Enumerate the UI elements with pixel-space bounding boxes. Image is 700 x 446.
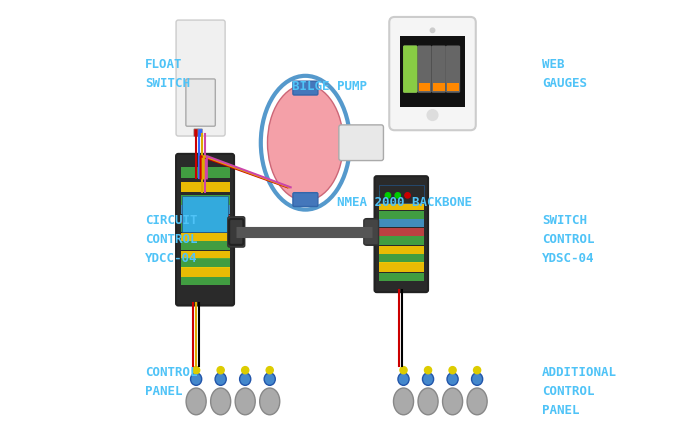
FancyBboxPatch shape bbox=[417, 45, 432, 93]
Bar bbox=[379, 202, 424, 210]
Ellipse shape bbox=[264, 373, 275, 385]
Ellipse shape bbox=[260, 388, 280, 415]
Bar bbox=[447, 83, 458, 91]
Ellipse shape bbox=[239, 373, 251, 385]
Circle shape bbox=[427, 110, 438, 120]
FancyBboxPatch shape bbox=[364, 219, 379, 245]
Circle shape bbox=[430, 28, 435, 33]
Ellipse shape bbox=[393, 388, 414, 415]
Bar bbox=[379, 273, 424, 281]
FancyBboxPatch shape bbox=[389, 17, 476, 130]
Circle shape bbox=[385, 193, 391, 198]
Bar bbox=[379, 254, 424, 263]
Bar bbox=[379, 211, 424, 219]
FancyBboxPatch shape bbox=[198, 129, 202, 136]
Ellipse shape bbox=[190, 373, 202, 385]
Bar bbox=[400, 36, 465, 107]
FancyBboxPatch shape bbox=[432, 45, 446, 93]
FancyBboxPatch shape bbox=[403, 45, 417, 93]
Ellipse shape bbox=[398, 373, 409, 385]
FancyBboxPatch shape bbox=[403, 45, 417, 93]
Bar bbox=[181, 233, 230, 241]
Ellipse shape bbox=[423, 373, 433, 385]
Bar bbox=[181, 205, 230, 214]
Text: ADDITIONAL
CONTROL
PANEL: ADDITIONAL CONTROL PANEL bbox=[542, 366, 617, 417]
FancyBboxPatch shape bbox=[186, 79, 216, 126]
Bar bbox=[379, 246, 424, 254]
FancyBboxPatch shape bbox=[293, 193, 318, 206]
Text: CIRCUIT
CONTROL
YDCC-04: CIRCUIT CONTROL YDCC-04 bbox=[145, 214, 197, 265]
Ellipse shape bbox=[472, 373, 483, 385]
Bar bbox=[181, 215, 230, 223]
Circle shape bbox=[241, 367, 248, 374]
Bar bbox=[405, 83, 416, 91]
Circle shape bbox=[395, 193, 400, 198]
Ellipse shape bbox=[186, 388, 206, 415]
Text: FLOAT
SWITCH: FLOAT SWITCH bbox=[145, 58, 190, 90]
Bar bbox=[379, 228, 424, 236]
Bar bbox=[181, 167, 230, 178]
Bar bbox=[181, 223, 230, 232]
FancyBboxPatch shape bbox=[446, 45, 460, 93]
Ellipse shape bbox=[467, 388, 487, 415]
Text: WEB
GAUGES: WEB GAUGES bbox=[542, 58, 587, 90]
Circle shape bbox=[405, 193, 410, 198]
FancyBboxPatch shape bbox=[229, 219, 244, 245]
Circle shape bbox=[266, 367, 273, 374]
Circle shape bbox=[400, 367, 407, 374]
Circle shape bbox=[193, 367, 200, 374]
FancyBboxPatch shape bbox=[374, 176, 428, 292]
Bar bbox=[182, 196, 228, 232]
Circle shape bbox=[449, 367, 456, 374]
Ellipse shape bbox=[215, 373, 226, 385]
Bar bbox=[379, 236, 424, 245]
Ellipse shape bbox=[447, 373, 458, 385]
Bar bbox=[181, 258, 230, 268]
Circle shape bbox=[424, 367, 432, 374]
FancyBboxPatch shape bbox=[228, 217, 245, 247]
Ellipse shape bbox=[442, 388, 463, 415]
Circle shape bbox=[473, 367, 481, 374]
FancyBboxPatch shape bbox=[293, 81, 318, 95]
Bar bbox=[181, 267, 230, 277]
FancyBboxPatch shape bbox=[194, 129, 198, 136]
Bar bbox=[419, 83, 430, 91]
Bar bbox=[379, 185, 424, 203]
Ellipse shape bbox=[235, 388, 256, 415]
Bar bbox=[181, 241, 230, 250]
FancyBboxPatch shape bbox=[176, 20, 225, 136]
Bar bbox=[181, 182, 230, 192]
FancyBboxPatch shape bbox=[365, 219, 379, 245]
Bar bbox=[181, 195, 230, 205]
Ellipse shape bbox=[267, 85, 343, 201]
Text: NMEA 2000 BACKBONE: NMEA 2000 BACKBONE bbox=[337, 196, 472, 209]
Circle shape bbox=[217, 367, 224, 374]
FancyBboxPatch shape bbox=[339, 125, 384, 161]
Bar bbox=[181, 277, 230, 285]
Bar bbox=[379, 191, 424, 201]
Text: CONTROL
PANEL: CONTROL PANEL bbox=[145, 366, 197, 398]
Bar bbox=[181, 251, 230, 259]
Text: SWITCH
CONTROL
YDSC-04: SWITCH CONTROL YDSC-04 bbox=[542, 214, 594, 265]
Bar bbox=[433, 83, 444, 91]
Bar bbox=[379, 219, 424, 227]
Ellipse shape bbox=[418, 388, 438, 415]
Text: BILGE PUMP: BILGE PUMP bbox=[292, 80, 367, 93]
Ellipse shape bbox=[211, 388, 231, 415]
Bar bbox=[379, 262, 424, 272]
FancyBboxPatch shape bbox=[176, 154, 234, 306]
